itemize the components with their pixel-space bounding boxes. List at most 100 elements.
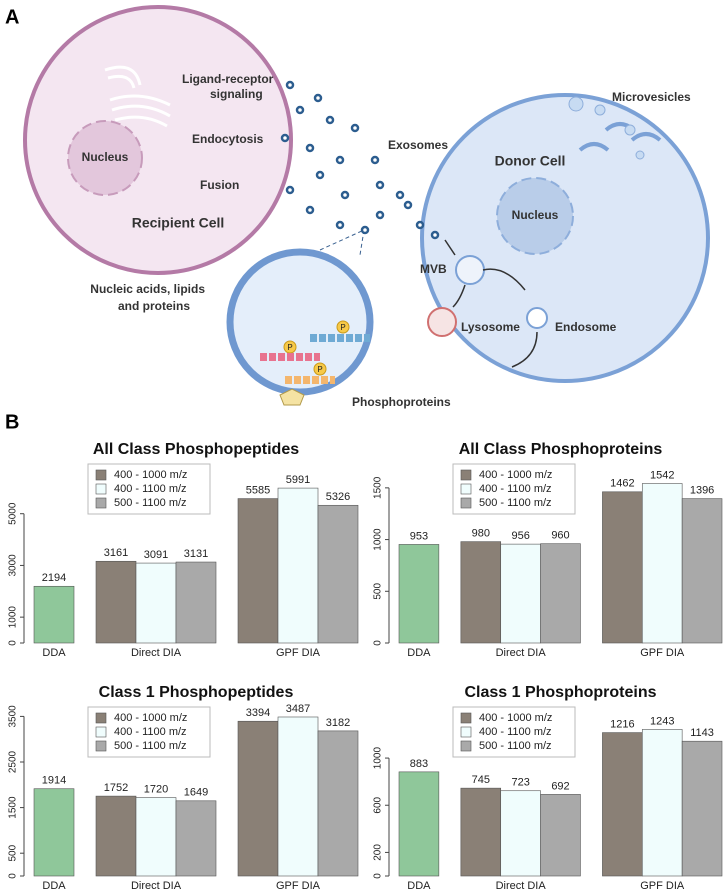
exosome-detail <box>226 248 374 396</box>
data-label: 3182 <box>326 717 350 729</box>
legend-swatch <box>95 726 107 738</box>
bar <box>500 543 541 644</box>
legend-label: 400 - 1100 m/z <box>479 726 552 738</box>
nucleus-label: Nucleus <box>82 150 129 164</box>
phospho-label: P <box>317 365 322 374</box>
bar <box>95 560 137 644</box>
data-label: 960 <box>551 530 569 542</box>
chart-title: Class 1 Phosphopeptides <box>99 684 294 701</box>
cargo-label: and proteins <box>118 299 190 313</box>
protein-beads <box>260 334 370 406</box>
legend-swatch <box>460 712 472 724</box>
lysosome-label: Lysosome <box>461 320 520 334</box>
legend-box <box>452 706 576 758</box>
data-label: 1462 <box>610 478 634 490</box>
ligand-label: signaling <box>210 87 263 101</box>
recipient-nucleus <box>67 120 143 196</box>
donor-nucleus <box>496 177 574 255</box>
legend-label: 500 - 1100 m/z <box>114 740 187 752</box>
legend-swatch <box>95 712 107 724</box>
y-tick-label: 3000 <box>8 554 19 577</box>
y-tick-label: 600 <box>373 796 384 813</box>
legend-label: 500 - 1100 m/z <box>479 497 552 509</box>
x-tick-label: Direct DIA <box>496 647 547 659</box>
y-tick-label: 1500 <box>8 796 19 819</box>
legend-swatch <box>460 497 472 509</box>
y-tick-label: 1000 <box>8 606 19 629</box>
bar <box>277 716 319 877</box>
data-label: 1143 <box>690 727 714 739</box>
data-label: 883 <box>410 758 428 770</box>
legend-label: 400 - 1100 m/z <box>114 483 187 495</box>
panel-label: A <box>5 6 19 28</box>
bar <box>398 544 440 644</box>
legend-swatch <box>95 497 107 509</box>
legend-label: 400 - 1100 m/z <box>114 726 187 738</box>
y-tick-label: 3500 <box>8 705 19 728</box>
y-tick-label: 0 <box>8 873 19 879</box>
y-tick-label: 500 <box>373 583 384 600</box>
y-tick-label: 200 <box>373 844 384 861</box>
legend-swatch <box>460 726 472 738</box>
legend-box <box>452 463 576 515</box>
data-label: 1720 <box>144 783 168 795</box>
legend-label: 500 - 1100 m/z <box>114 497 187 509</box>
y-tick-label: 2500 <box>8 750 19 773</box>
y-tick-label: 1000 <box>373 528 384 551</box>
bar <box>33 585 75 644</box>
microvesicle <box>635 150 645 160</box>
bar <box>135 797 177 877</box>
phospho-label: P <box>340 323 345 332</box>
microvesicles-label: Microvesicles <box>612 90 691 104</box>
mvb-label: MVB <box>420 262 447 276</box>
legend-swatch <box>95 483 107 495</box>
legend-label: 500 - 1100 m/z <box>479 740 552 752</box>
data-label: 953 <box>410 530 428 542</box>
exosomes-label: Exosomes <box>388 138 448 152</box>
nucleus-label: Nucleus <box>512 208 559 222</box>
chart-title: Class 1 Phosphoproteins <box>464 684 656 701</box>
bar <box>540 794 581 877</box>
data-label: 1752 <box>104 782 128 794</box>
bar <box>602 491 643 644</box>
donor-label: Donor Cell <box>495 153 566 169</box>
x-tick-label: Direct DIA <box>496 880 547 892</box>
data-label: 1542 <box>650 469 674 481</box>
data-label: 3161 <box>104 547 128 559</box>
bar <box>460 541 502 644</box>
mvb <box>455 255 485 285</box>
legend-label: 400 - 1000 m/z <box>479 469 552 481</box>
data-label: 1396 <box>690 485 714 497</box>
legend-swatch <box>95 469 107 481</box>
y-tick-label: 5000 <box>8 502 19 525</box>
data-label: 692 <box>551 780 569 792</box>
microvesicle <box>568 96 584 112</box>
x-tick-label: GPF DIA <box>276 647 321 659</box>
microvesicle <box>624 124 636 136</box>
legend-swatch <box>460 483 472 495</box>
x-tick-label: GPF DIA <box>640 647 685 659</box>
bar <box>95 795 137 877</box>
data-label: 1914 <box>42 775 66 787</box>
diagram: P P P A Ligand-receptor signaling Endocy… <box>5 5 710 433</box>
phospho-labels: P P P <box>287 323 345 374</box>
phosphoproteins-label: Phosphoproteins <box>352 395 451 409</box>
x-tick-label: Direct DIA <box>131 647 182 659</box>
data-label: 3091 <box>144 549 168 561</box>
data-label: 1649 <box>184 787 208 799</box>
data-label: 3487 <box>286 703 310 715</box>
phospho-sites <box>283 320 350 376</box>
x-tick-label: DDA <box>407 880 431 892</box>
data-label: 5991 <box>286 474 310 486</box>
bar <box>681 740 723 877</box>
microvesicle <box>594 104 606 116</box>
endosome <box>526 307 548 329</box>
y-tick-label: 1000 <box>373 747 384 770</box>
y-tick-label: 500 <box>8 844 19 861</box>
data-label: 1216 <box>610 719 634 731</box>
bar <box>175 561 217 644</box>
x-tick-label: DDA <box>407 647 431 659</box>
bar <box>237 720 279 877</box>
bar <box>540 543 581 644</box>
